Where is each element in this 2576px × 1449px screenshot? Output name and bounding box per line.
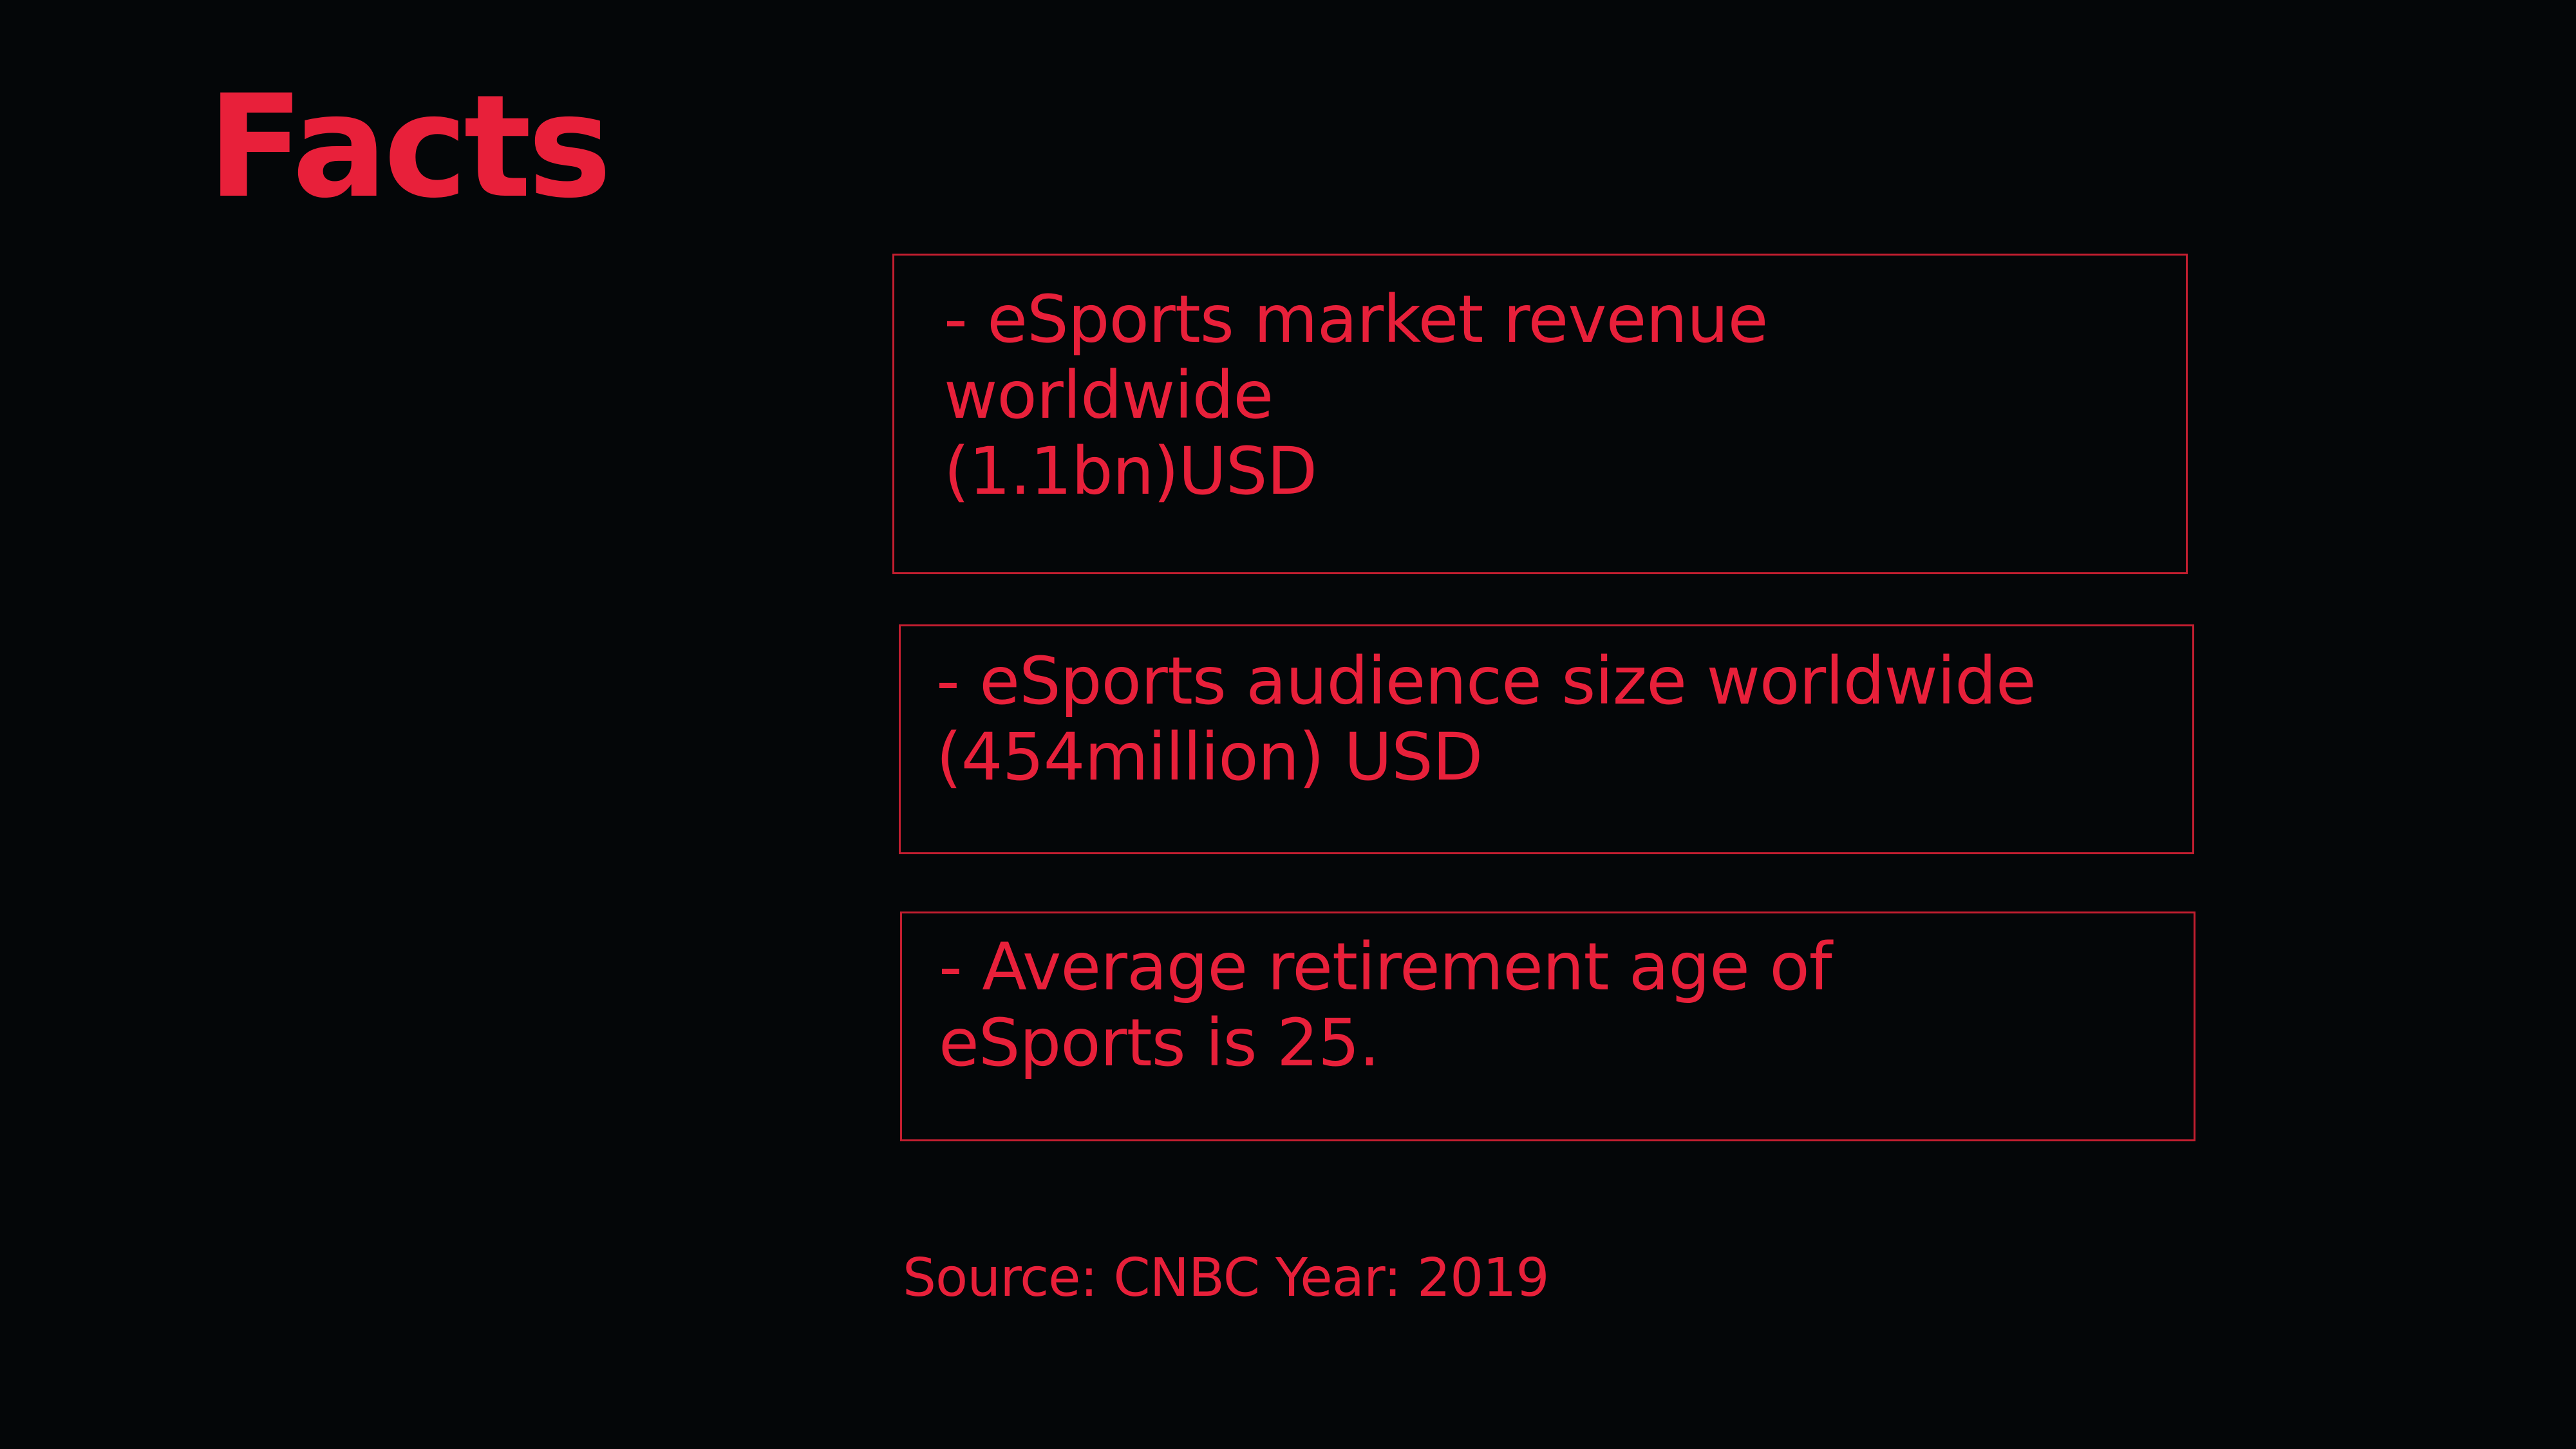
fact-box-audience-size [899,624,2194,854]
fact-line: worldwide [944,357,1274,434]
slide-title: Facts [207,64,612,229]
fact-box-retirement-age [900,911,2195,1141]
fact-audience-size: - eSports audience size worldwide (454mi… [936,644,2036,796]
source-citation: Source: CNBC Year: 2019 [903,1248,1550,1309]
fact-line: - eSports market revenue [944,281,1768,358]
fact-line: - Average retirement age of [939,929,1832,1005]
fact-line: (454million) USD [936,719,1483,796]
fact-retirement-age: - Average retirement age of eSports is 2… [939,930,1832,1081]
fact-box-market-revenue [892,254,2188,574]
fact-line: - eSports audience size worldwide [936,643,2036,720]
fact-line: (1.1bn)USD [944,433,1317,510]
fact-market-revenue: - eSports market revenue worldwide (1.1b… [944,281,1768,510]
fact-line: eSports is 25. [939,1005,1380,1081]
